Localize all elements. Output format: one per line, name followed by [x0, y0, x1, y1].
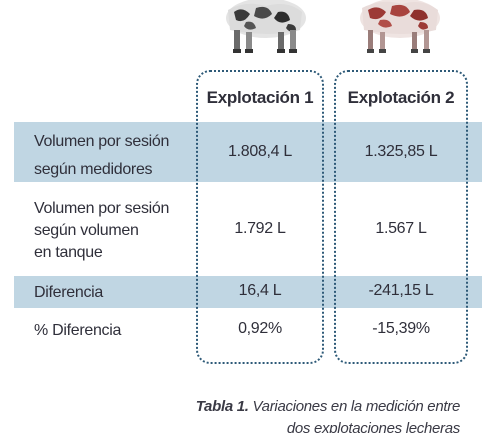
table-cell-explotacion-2: 1.325,85 L	[364, 143, 438, 160]
table-row: Volumen por sesión según medidores 1.808…	[14, 122, 482, 182]
column-header-explotacion-2: Explotación 2	[347, 88, 455, 107]
column-header-explotacion-1: Explotación 1	[206, 88, 314, 107]
table-cell-explotacion-1: 16,4 L	[238, 282, 282, 299]
table-cell-explotacion-2: 1.567 L	[375, 220, 427, 237]
table-row: Diferencia 16,4 L -241,15 L	[14, 276, 482, 308]
table-cell-explotacion-2: -241,15 L	[368, 282, 434, 299]
holstein-cow-illustration	[226, 0, 306, 53]
row-label: Diferencia	[34, 284, 104, 301]
column-frame-explotacion-1	[196, 70, 324, 364]
table-row: Volumen por sesión según volumen en tanq…	[14, 196, 482, 266]
table-caption: Tabla 1. Variaciones en la medición entr…	[195, 396, 461, 433]
row-band-diferencia	[14, 276, 482, 308]
row-label: Volumen por sesión según volumen en tanq…	[34, 200, 170, 261]
caption-line-2: dos explotaciones lecheras	[286, 420, 460, 433]
table-cell-explotacion-1: 0,92%	[238, 320, 282, 337]
row-label: % Diferencia	[34, 322, 122, 339]
row-band-volumen-medidores	[14, 122, 482, 182]
table-cell-explotacion-1: 1.808,4 L	[227, 143, 293, 160]
red-cow-illustration	[360, 0, 440, 53]
column-frame-explotacion-2	[334, 70, 468, 364]
table-cell-explotacion-1: 1.792 L	[234, 220, 286, 237]
row-label: Volumen por sesión según medidores	[34, 133, 170, 178]
caption-prefix: Tabla 1.	[195, 398, 249, 415]
table-cell-explotacion-2: -15,39%	[372, 320, 430, 337]
table-row: % Diferencia 0,92% -15,39%	[14, 318, 482, 348]
caption-line-1: Variaciones en la medición entre	[252, 398, 461, 415]
